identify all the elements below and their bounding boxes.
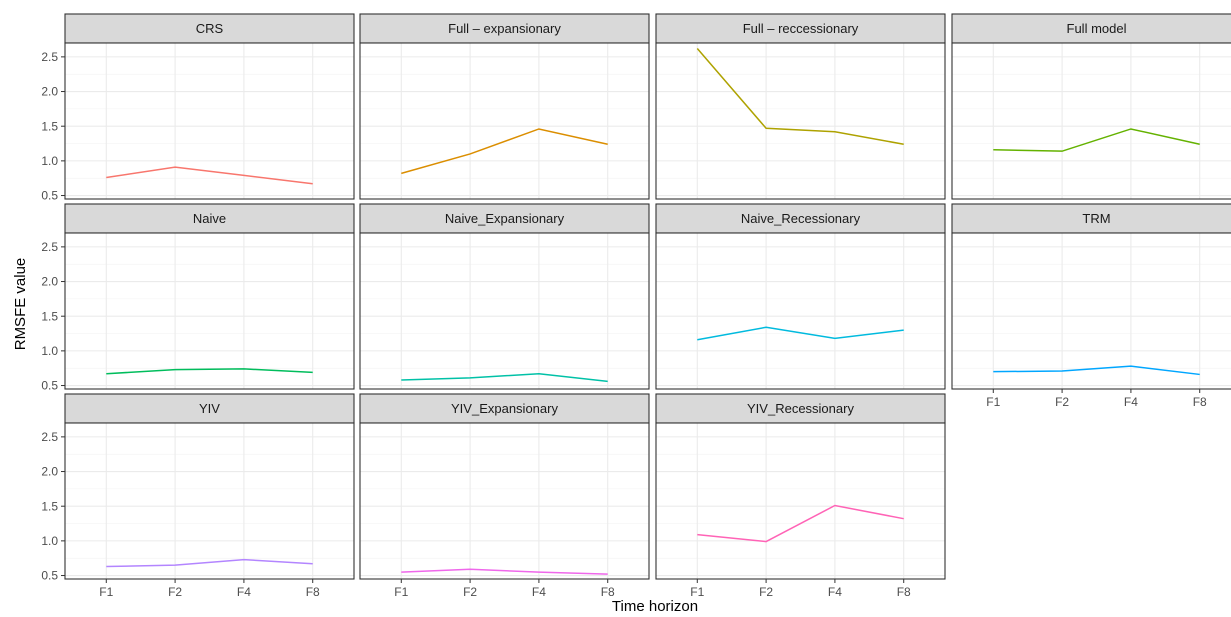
panel-background <box>656 43 945 199</box>
facet-panel: YIV 0.5 1.0 1.5 2.0 2.5 F1 F2 F4 F8 <box>41 393 355 599</box>
panel-border <box>951 42 1231 200</box>
x-tick-label: F4 <box>828 585 842 599</box>
facet-panel: CRS 0.5 1.0 1.5 2.0 2.5 <box>41 13 355 203</box>
panel-background <box>952 43 1231 199</box>
series-line <box>106 558 313 568</box>
x-tick-label: F4 <box>237 585 251 599</box>
facet-title: CRS <box>196 21 224 36</box>
facet-strip <box>64 13 355 44</box>
y-tick-label: 2.5 <box>41 430 58 444</box>
y-tick-label: 1.5 <box>41 499 58 513</box>
y-tick-label: 1.0 <box>41 534 58 548</box>
facet-panel: Naive_Recessionary <box>655 203 946 390</box>
panel-background <box>65 423 354 579</box>
facet-panel: Full model <box>951 13 1231 200</box>
x-tick-label: F1 <box>394 585 408 599</box>
facet-strip <box>64 203 355 234</box>
x-tick-label: F2 <box>759 585 773 599</box>
panel-background <box>65 43 354 199</box>
facet-strip <box>359 393 650 424</box>
panel-border <box>359 422 650 580</box>
series-line <box>106 166 313 185</box>
y-tick-label: 2.0 <box>41 275 58 289</box>
facet-title: Naive <box>193 211 226 226</box>
panel-border <box>359 42 650 200</box>
series-line <box>401 128 608 175</box>
facet-title: YIV_Recessionary <box>747 401 854 416</box>
x-tick-label: F4 <box>1124 395 1138 409</box>
facet-strip <box>951 13 1231 44</box>
x-tick-label: F2 <box>168 585 182 599</box>
series-line <box>696 48 904 145</box>
y-axis-title: RMSFE value <box>12 258 29 351</box>
panel-border <box>655 42 946 200</box>
x-tick-label: F2 <box>1055 395 1069 409</box>
facet-strip <box>655 393 946 424</box>
panel-background <box>360 423 649 579</box>
series-line <box>106 368 313 375</box>
panel-background <box>360 43 649 199</box>
series-line <box>697 504 904 543</box>
facet-panels: CRS 0.5 1.0 1.5 2.0 2.5 Full – expansionary Ful… <box>41 13 1231 599</box>
x-tick-label: F1 <box>99 585 113 599</box>
y-tick-label: 0.5 <box>41 189 58 203</box>
y-tick-label: 1.5 <box>41 309 58 323</box>
y-tick-label: 1.5 <box>41 119 58 133</box>
y-tick-label: 0.5 <box>41 569 58 583</box>
y-tick-label: 0.5 <box>41 379 58 393</box>
y-tick-label: 1.0 <box>41 344 58 358</box>
facet-title: Full – reccessionary <box>743 21 859 36</box>
y-tick-label: 2.5 <box>41 240 58 254</box>
panel-background <box>656 423 945 579</box>
panel-border <box>64 42 355 200</box>
x-tick-label: F8 <box>897 585 911 599</box>
facet-strip <box>951 203 1231 234</box>
facet-title: YIV <box>199 401 220 416</box>
panel-border <box>655 232 946 390</box>
x-axis-title: Time horizon <box>612 598 698 615</box>
y-tick-label: 2.5 <box>41 50 58 64</box>
y-tick-label: 2.0 <box>41 85 58 99</box>
x-tick-label: F8 <box>601 585 615 599</box>
facet-title: Naive_Expansionary <box>445 211 565 226</box>
facet-strip <box>655 13 946 44</box>
series-line <box>401 372 608 383</box>
panel-border <box>64 232 355 390</box>
facet-panel: YIV_Expansionary F1 F2 F4 F8 <box>359 393 650 599</box>
x-tick-label: F2 <box>463 585 477 599</box>
facet-title: Naive_Recessionary <box>741 211 861 226</box>
facet-title: Full – expansionary <box>448 21 561 36</box>
y-tick-label: 1.0 <box>41 154 58 168</box>
facet-title: YIV_Expansionary <box>451 401 558 416</box>
panel-background <box>360 233 649 389</box>
series-line <box>401 568 608 575</box>
x-tick-label: F4 <box>532 585 546 599</box>
series-line <box>993 128 1200 152</box>
facet-panel: TRM F1 F2 F4 F8 <box>951 203 1231 409</box>
series-line <box>993 365 1200 376</box>
facet-panel: Full – expansionary <box>359 13 650 200</box>
series-line <box>697 326 904 341</box>
facet-panel: Full – reccessionary <box>655 13 946 200</box>
facet-title: Full model <box>1067 21 1127 36</box>
x-tick-label: F1 <box>690 585 704 599</box>
facet-panel: Naive_Expansionary <box>359 203 650 390</box>
x-tick-label: F8 <box>1193 395 1207 409</box>
facet-title: TRM <box>1082 211 1110 226</box>
panel-background <box>65 233 354 389</box>
panel-background <box>952 233 1231 389</box>
panel-border <box>64 422 355 580</box>
facet-panel: YIV_Recessionary F1 F2 F4 F8 <box>655 393 946 599</box>
panel-border <box>951 232 1231 390</box>
facet-panel: Naive 0.5 1.0 1.5 2.0 2.5 <box>41 203 355 393</box>
x-tick-label: F8 <box>306 585 320 599</box>
y-tick-label: 2.0 <box>41 465 58 479</box>
panel-background <box>656 233 945 389</box>
panel-border <box>359 232 650 390</box>
panel-border <box>655 422 946 580</box>
x-tick-label: F1 <box>986 395 1000 409</box>
